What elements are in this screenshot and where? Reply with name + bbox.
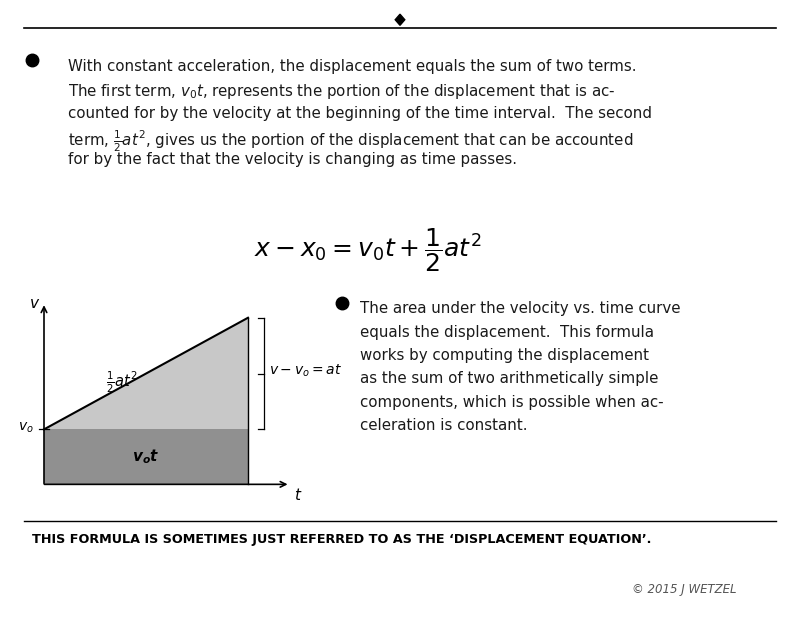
- Polygon shape: [395, 14, 405, 25]
- Text: $x - x_0 = v_0t + \dfrac{1}{2}at^2$: $x - x_0 = v_0t + \dfrac{1}{2}at^2$: [254, 226, 482, 274]
- Polygon shape: [44, 318, 248, 429]
- Text: THIS FORMULA IS SOMETIMES JUST REFERRED TO AS THE ‘DISPLACEMENT EQUATION’.: THIS FORMULA IS SOMETIMES JUST REFERRED …: [32, 533, 651, 547]
- Text: $v$: $v$: [29, 297, 40, 311]
- Polygon shape: [44, 429, 248, 484]
- Text: term, $\frac{1}{2}at^2$, gives us the portion of the displacement that can be ac: term, $\frac{1}{2}at^2$, gives us the po…: [68, 129, 634, 154]
- Text: components, which is possible when ac-: components, which is possible when ac-: [360, 395, 664, 410]
- Text: counted for by the velocity at the beginning of the time interval.  The second: counted for by the velocity at the begin…: [68, 106, 652, 120]
- Text: $t$: $t$: [294, 487, 302, 503]
- Text: celeration is constant.: celeration is constant.: [360, 418, 527, 433]
- Text: equals the displacement.  This formula: equals the displacement. This formula: [360, 325, 654, 339]
- Text: $\frac{1}{2}at^2$: $\frac{1}{2}at^2$: [106, 370, 138, 395]
- Text: © 2015 J WETZEL: © 2015 J WETZEL: [631, 582, 736, 596]
- Text: $v - v_o = at$: $v - v_o = at$: [269, 362, 342, 379]
- Text: The area under the velocity vs. time curve: The area under the velocity vs. time cur…: [360, 301, 681, 316]
- Text: The first term, $v_0t$, represents the portion of the displacement that is ac-: The first term, $v_0t$, represents the p…: [68, 82, 615, 101]
- Text: as the sum of two arithmetically simple: as the sum of two arithmetically simple: [360, 371, 658, 386]
- Text: for by the fact that the velocity is changing as time passes.: for by the fact that the velocity is cha…: [68, 152, 517, 167]
- Text: With constant acceleration, the displacement equals the sum of two terms.: With constant acceleration, the displace…: [68, 59, 637, 73]
- Text: $\bfit{v_o t}$: $\bfit{v_o t}$: [132, 447, 160, 466]
- Text: $v_o$: $v_o$: [18, 420, 34, 435]
- Text: works by computing the displacement: works by computing the displacement: [360, 348, 649, 363]
